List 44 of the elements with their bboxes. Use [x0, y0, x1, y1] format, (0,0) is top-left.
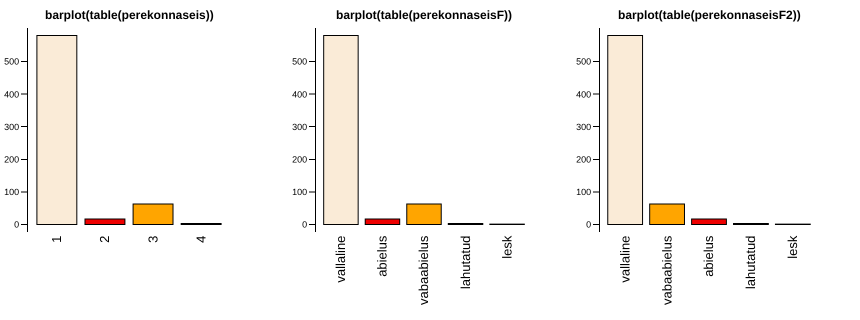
bar: [323, 35, 359, 225]
bar: [406, 203, 442, 225]
y-tick-label: 500: [576, 56, 592, 67]
x-tick-label: 3: [145, 236, 160, 243]
y-tick-label: 300: [4, 122, 20, 132]
y-tick-label: 400: [292, 89, 308, 100]
x-tick-label: lesk: [785, 235, 800, 259]
y-tick-label: 0: [14, 220, 20, 230]
x-tick-label: abielus: [701, 235, 716, 277]
y-tick-label: 500: [4, 56, 20, 67]
chart-title: barplot(table(perekonnaseisF)): [336, 8, 512, 22]
y-tick-label: 200: [4, 154, 20, 164]
y-tick-label: 100: [576, 187, 592, 198]
x-tick-label: vabaabielus: [416, 235, 432, 305]
y-tick-label: 200: [292, 154, 308, 164]
x-tick-label: 2: [97, 236, 112, 243]
bar: [364, 218, 400, 225]
x-tick-label: vallaline: [617, 236, 632, 283]
x-tick-label: lahutatud: [743, 236, 758, 290]
y-tick-label: 500: [292, 56, 308, 67]
y-tick-label: 100: [292, 187, 308, 198]
x-tick-label: 1: [49, 236, 64, 243]
bar: [84, 218, 126, 225]
y-tick-label: 300: [576, 122, 592, 132]
x-tick-label: 4: [193, 236, 208, 243]
y-tick-label: 200: [576, 154, 592, 164]
chart-title: barplot(table(perekonnaseis)): [45, 8, 214, 22]
bar: [649, 203, 685, 225]
y-tick-label: 400: [4, 89, 20, 100]
x-tick-label: vabaabielus: [659, 235, 674, 305]
x-tick-label: lesk: [499, 235, 514, 259]
y-tick-label: 300: [292, 122, 308, 132]
chart-title: barplot(table(perekonnaseisF2)): [618, 8, 801, 22]
bar: [691, 218, 727, 225]
bar: [607, 35, 644, 225]
x-tick-label: vallaline: [333, 236, 348, 283]
bar: [36, 35, 78, 225]
bar: [132, 203, 174, 225]
x-tick-label: lahutatud: [458, 236, 473, 290]
y-tick-label: 100: [4, 187, 20, 198]
y-tick-label: 0: [302, 220, 308, 230]
y-tick-label: 0: [586, 220, 592, 230]
x-tick-label: abielus: [374, 235, 390, 277]
y-tick-label: 400: [576, 89, 592, 100]
